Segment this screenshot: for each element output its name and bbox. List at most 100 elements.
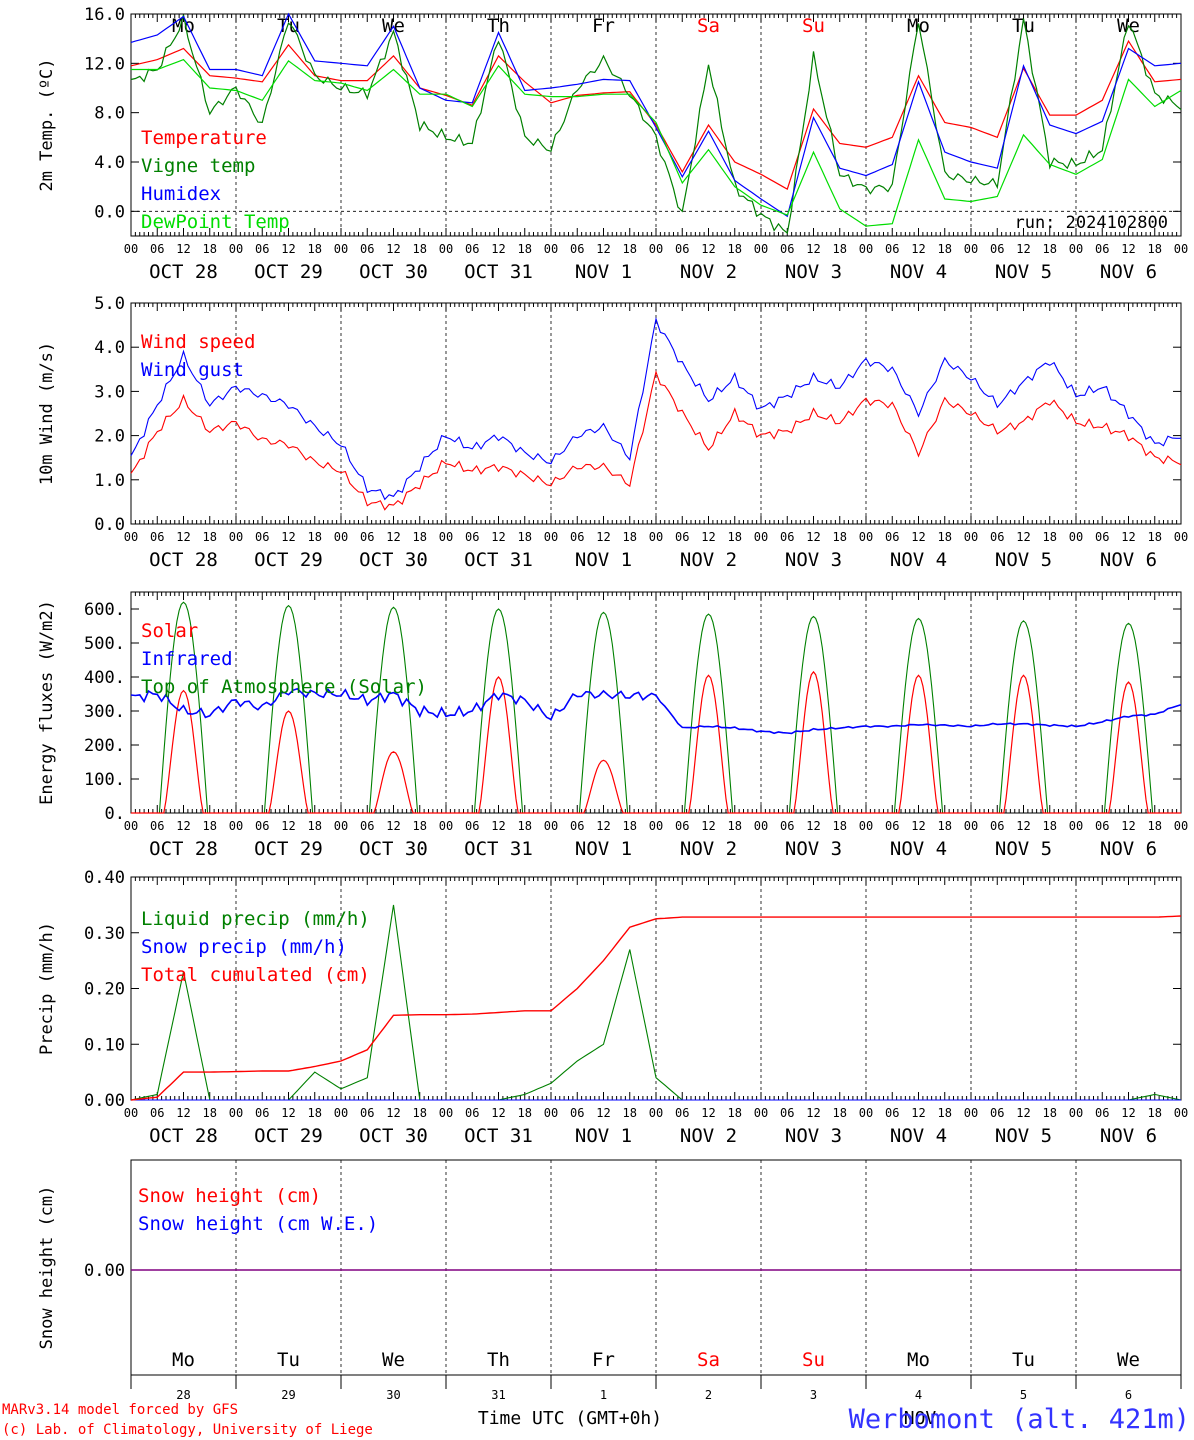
- hour-tick-label: 06: [885, 242, 899, 256]
- date-label: OCT 30: [359, 261, 428, 283]
- hour-tick-label: 00: [544, 819, 558, 833]
- day-name-label: Su: [802, 15, 825, 37]
- hour-tick-label: 06: [780, 530, 794, 544]
- hour-tick-label: 00: [1069, 1106, 1083, 1120]
- hour-tick-label: 00: [229, 530, 243, 544]
- day-number-label: 2: [705, 1388, 712, 1402]
- date-label: OCT 31: [464, 549, 533, 571]
- hour-tick-label: 12: [176, 242, 190, 256]
- legend-label: Wind gust: [141, 359, 244, 381]
- date-label: NOV 4: [890, 549, 947, 571]
- hour-tick-label: 18: [938, 530, 952, 544]
- hour-tick-label: 18: [728, 242, 742, 256]
- date-label: NOV 1: [575, 549, 632, 571]
- hour-tick-label: 00: [649, 242, 663, 256]
- hour-tick-label: 18: [938, 1106, 952, 1120]
- legend-label: Snow precip (mm/h): [141, 936, 347, 958]
- y-tick-label: 16.0: [84, 5, 125, 25]
- hour-tick-label: 12: [806, 530, 820, 544]
- hour-tick-label: 18: [1148, 530, 1162, 544]
- hour-tick-label: 00: [229, 1106, 243, 1120]
- hour-tick-label: 00: [754, 242, 768, 256]
- date-label: NOV 2: [680, 838, 737, 860]
- hour-tick-label: 18: [413, 242, 427, 256]
- hour-tick-label: 18: [833, 530, 847, 544]
- y-tick-label: 0.: [105, 804, 125, 824]
- hour-tick-label: 12: [911, 1106, 925, 1120]
- hour-tick-label: 18: [308, 530, 322, 544]
- run-annotation: run: 2024102800: [1014, 213, 1168, 233]
- hour-tick-label: 18: [308, 1106, 322, 1120]
- y-tick-label: 0.0: [94, 515, 125, 535]
- hour-tick-label: 00: [1069, 530, 1083, 544]
- date-label: NOV 2: [680, 261, 737, 283]
- legend-label: DewPoint Temp: [141, 211, 290, 233]
- hour-tick-label: 06: [1095, 242, 1109, 256]
- hour-tick-label: 12: [386, 819, 400, 833]
- month-label: NOV: [904, 1408, 937, 1429]
- hour-tick-label: 18: [1043, 819, 1057, 833]
- day-name-label: Th: [487, 1349, 510, 1371]
- hour-tick-label: 06: [150, 530, 164, 544]
- hour-tick-label: 06: [360, 819, 374, 833]
- hour-tick-label: 18: [728, 819, 742, 833]
- date-label: OCT 29: [254, 261, 323, 283]
- date-label: NOV 2: [680, 549, 737, 571]
- hour-tick-label: 06: [990, 242, 1004, 256]
- date-label: NOV 1: [575, 261, 632, 283]
- hour-tick-label: 12: [1121, 242, 1135, 256]
- hour-tick-label: 18: [413, 530, 427, 544]
- hour-tick-label: 00: [544, 242, 558, 256]
- y-tick-label: 4.0: [94, 153, 125, 173]
- hour-tick-label: 06: [465, 819, 479, 833]
- legend-label: Top of Atmosphere (Solar): [141, 676, 427, 698]
- date-label: OCT 29: [254, 1125, 323, 1147]
- hour-tick-label: 06: [570, 819, 584, 833]
- hour-tick-label: 12: [596, 530, 610, 544]
- hour-tick-label: 06: [990, 1106, 1004, 1120]
- hour-tick-label: 12: [176, 1106, 190, 1120]
- hour-tick-label: 06: [360, 530, 374, 544]
- hour-tick-label: 06: [675, 819, 689, 833]
- hour-tick-label: 06: [570, 1106, 584, 1120]
- date-label: OCT 29: [254, 838, 323, 860]
- hour-tick-label: 18: [623, 242, 637, 256]
- y-tick-label: 200.: [84, 736, 125, 756]
- y-axis-title: 2m Temp. (ºC): [37, 58, 57, 191]
- day-name-label: Tu: [1012, 15, 1035, 37]
- hour-tick-label: 18: [413, 819, 427, 833]
- y-tick-label: 12.0: [84, 54, 125, 74]
- y-tick-label: 1.0: [94, 471, 125, 491]
- date-label: NOV 6: [1100, 1125, 1157, 1147]
- day-number-label: 29: [281, 1388, 295, 1402]
- hour-tick-label: 00: [964, 1106, 978, 1120]
- hour-tick-label: 00: [124, 242, 138, 256]
- hour-tick-label: 12: [281, 1106, 295, 1120]
- date-label: NOV 4: [890, 1125, 947, 1147]
- hour-tick-label: 00: [124, 1106, 138, 1120]
- hour-tick-label: 06: [780, 819, 794, 833]
- hour-tick-label: 06: [990, 530, 1004, 544]
- date-label: OCT 31: [464, 1125, 533, 1147]
- y-tick-label: 100.: [84, 770, 125, 790]
- hour-tick-label: 18: [203, 530, 217, 544]
- series-line-red: [130, 370, 1182, 511]
- y-axis-title: Precip (mm/h): [37, 922, 57, 1055]
- hour-tick-label: 06: [990, 819, 1004, 833]
- hour-tick-label: 00: [544, 1106, 558, 1120]
- hour-tick-label: 06: [675, 530, 689, 544]
- hour-tick-label: 12: [1121, 1106, 1135, 1120]
- y-axis-title: Snow height (cm): [37, 1186, 57, 1350]
- hour-tick-label: 06: [1095, 1106, 1109, 1120]
- date-label: OCT 28: [149, 1125, 218, 1147]
- hour-tick-label: 06: [885, 530, 899, 544]
- hour-tick-label: 06: [150, 819, 164, 833]
- hour-tick-label: 00: [859, 1106, 873, 1120]
- day-name-label: Sa: [697, 15, 720, 37]
- hour-tick-label: 18: [833, 1106, 847, 1120]
- hour-tick-label: 06: [570, 242, 584, 256]
- date-label: OCT 30: [359, 1125, 428, 1147]
- hour-tick-label: 12: [281, 242, 295, 256]
- y-tick-label: 600.: [84, 600, 125, 620]
- hour-tick-label: 00: [754, 819, 768, 833]
